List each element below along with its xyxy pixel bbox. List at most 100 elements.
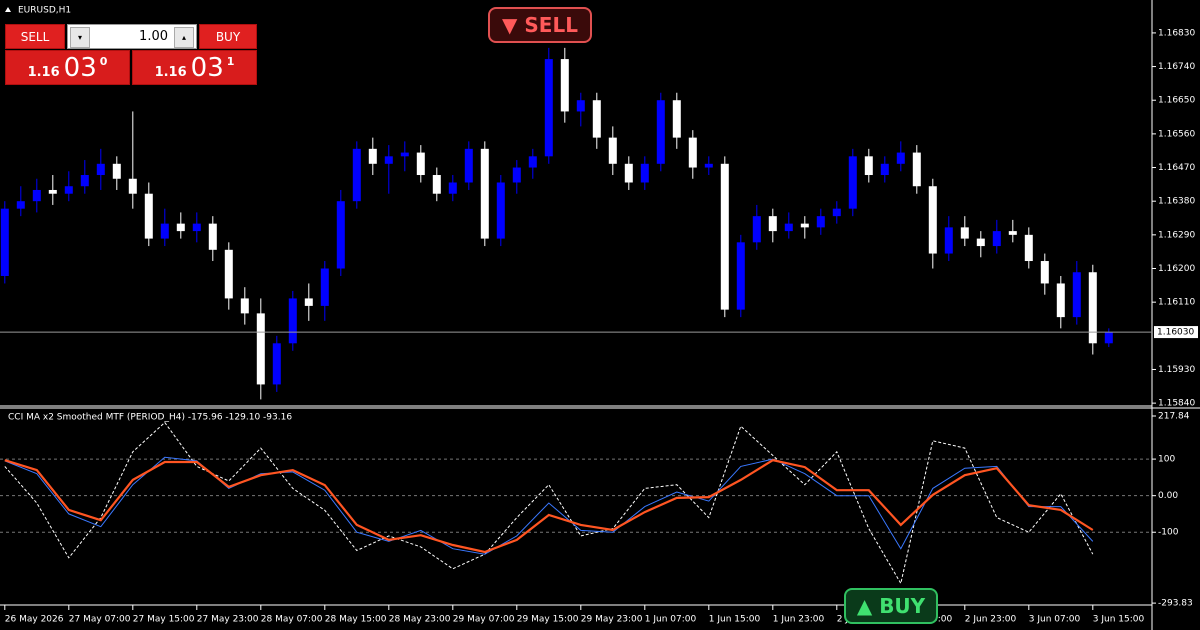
- x-tick-label: 29 May 15:00: [517, 615, 579, 625]
- price-tag: [1154, 326, 1198, 339]
- sell-signal: ▼ SELL: [488, 7, 592, 43]
- buy-button[interactable]: BUY: [199, 24, 257, 49]
- candle-body: [784, 223, 793, 232]
- x-tick-label: 26 May 2026: [5, 615, 64, 625]
- y-tick-label: 1.16290: [1158, 230, 1195, 240]
- lot-value: 1.00: [139, 29, 168, 44]
- candle-body: [128, 178, 137, 194]
- y-tick-label: 1.16470: [1158, 163, 1195, 173]
- symbol-label: EURUSD,H1: [18, 6, 71, 16]
- x-tick-label: 27 May 23:00: [197, 615, 259, 625]
- candle-body: [384, 156, 393, 164]
- candle-body: [176, 223, 185, 232]
- candle-body: [992, 231, 1001, 247]
- candle-body: [528, 156, 537, 168]
- candle-body: [240, 298, 249, 314]
- sell-price[interactable]: 1.16 03 0: [5, 50, 130, 85]
- candle-body: [880, 163, 889, 176]
- candle-body: [336, 201, 345, 269]
- candle-body: [448, 182, 457, 194]
- collapse-icon[interactable]: [5, 7, 11, 12]
- candle-body: [1056, 283, 1065, 318]
- indicator-title: CCI MA x2 Smoothed MTF (PERIOD_H4) -175.…: [8, 413, 292, 423]
- candle-body: [560, 59, 569, 112]
- x-tick-label: 3 Jun 15:00: [1093, 615, 1145, 625]
- candle-body: [1008, 231, 1017, 235]
- price-tag-label: 1.16030: [1157, 328, 1194, 338]
- candle-body: [112, 163, 121, 179]
- y-tick-label: 0.00: [1158, 491, 1178, 501]
- y-tick-label: 217.84: [1158, 412, 1190, 422]
- indicator-line: [4, 459, 1094, 554]
- trade-panel: SELL ▾ 1.00 ▴ BUY 1.16 03 0 1.16 03 1: [5, 24, 257, 85]
- candle-body: [160, 223, 169, 239]
- x-tick-label: 28 May 15:00: [325, 615, 387, 625]
- candle-body: [912, 152, 921, 187]
- x-tick-label: 28 May 23:00: [389, 615, 451, 625]
- y-tick-label: 1.16200: [1158, 264, 1195, 274]
- candle-body: [592, 100, 601, 138]
- candle-body: [576, 100, 585, 112]
- price-big: 03: [190, 53, 224, 83]
- candle-body: [896, 152, 905, 164]
- x-tick-label: 1 Jun 15:00: [709, 615, 761, 625]
- candle-body: [208, 223, 217, 250]
- candle-body: [64, 186, 73, 194]
- x-tick-label: 29 May 07:00: [453, 615, 515, 625]
- indicator-line: [4, 421, 1094, 585]
- lot-field[interactable]: ▾ 1.00 ▴: [67, 24, 197, 49]
- candle-body: [928, 186, 937, 254]
- lot-down[interactable]: ▾: [70, 27, 90, 48]
- candle-body: [192, 223, 201, 232]
- candle-body: [400, 152, 409, 157]
- candle-body: [1088, 272, 1097, 344]
- x-tick-label: 29 May 23:00: [581, 615, 643, 625]
- candle-body: [704, 163, 713, 168]
- candle-body: [960, 227, 969, 239]
- candle-body: [1072, 272, 1081, 318]
- buy-price[interactable]: 1.16 03 1: [132, 50, 257, 85]
- candle-body: [288, 298, 297, 344]
- y-tick-label: 1.16380: [1158, 197, 1195, 207]
- x-tick-label: 3 Jun 07:00: [1029, 615, 1081, 625]
- price-pip: 1: [226, 55, 235, 68]
- sell-button[interactable]: SELL: [5, 24, 65, 49]
- buy-signal: ▲ BUY: [844, 588, 938, 624]
- candle-body: [48, 189, 57, 194]
- candle-body: [720, 163, 729, 310]
- y-tick-label: 1.15930: [1158, 365, 1195, 375]
- price-prefix: 1.16: [27, 65, 60, 80]
- candle-body: [736, 242, 745, 310]
- y-tick-label: 1.16650: [1158, 96, 1195, 106]
- candle-body: [1104, 332, 1113, 344]
- candle-body: [752, 216, 761, 243]
- price-prefix: 1.16: [154, 65, 187, 80]
- candle-body: [1040, 261, 1049, 284]
- candle-body: [640, 163, 649, 183]
- candle-body: [848, 156, 857, 209]
- candle-body: [672, 100, 681, 138]
- lot-up[interactable]: ▴: [174, 27, 194, 48]
- candle-body: [416, 152, 425, 176]
- x-tick-label: 1 Jun 07:00: [645, 615, 697, 625]
- candle-body: [32, 189, 41, 202]
- candle-body: [768, 216, 777, 232]
- candle-body: [608, 137, 617, 164]
- candle-body: [944, 227, 953, 254]
- candle-body: [976, 238, 985, 247]
- candle-body: [496, 182, 505, 239]
- candle-body: [544, 59, 553, 157]
- candle-body: [816, 216, 825, 228]
- y-tick-label: 1.16830: [1158, 28, 1195, 38]
- candle-body: [16, 201, 25, 209]
- x-tick-label: 1 Jun 23:00: [773, 615, 825, 625]
- candle-body: [144, 193, 153, 239]
- candle-body: [832, 208, 841, 217]
- y-tick-label: 1.16740: [1158, 62, 1195, 72]
- y-tick-label: 100: [1158, 455, 1175, 465]
- candle-body: [512, 167, 521, 183]
- candle-body: [656, 100, 665, 164]
